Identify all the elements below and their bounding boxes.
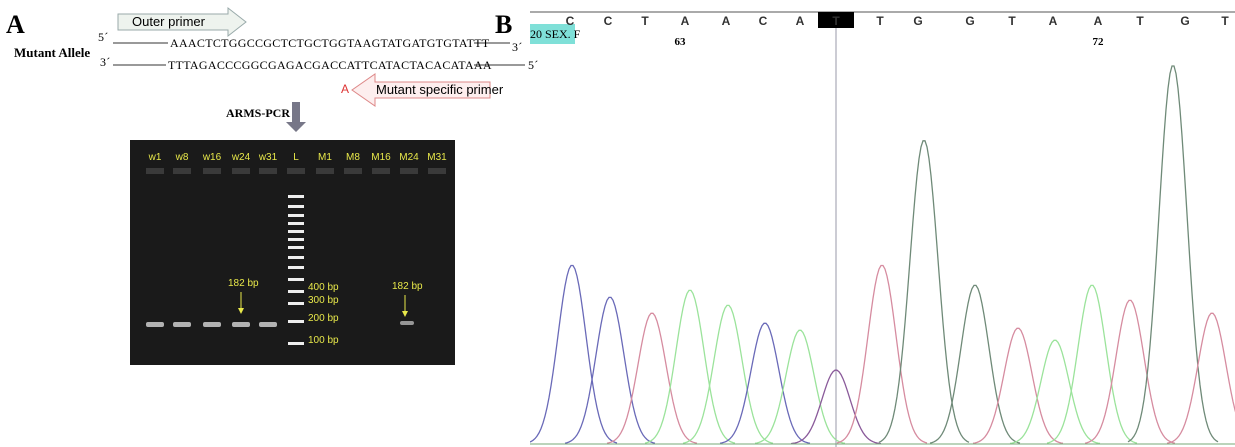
- base-call: T: [1136, 14, 1144, 28]
- band-label: 182 bp: [392, 281, 423, 292]
- base-call: T: [1008, 14, 1016, 28]
- trace-peak: [683, 305, 773, 443]
- lane-label: w8: [175, 152, 189, 163]
- base-call: C: [759, 14, 768, 28]
- base-call: G: [913, 14, 922, 28]
- trace-peak: [837, 266, 927, 444]
- position-label: 72: [1093, 36, 1105, 48]
- end-label: 5´: [98, 30, 109, 45]
- band: [203, 322, 221, 327]
- ladder-label: 100 bp: [308, 335, 339, 346]
- ladder-band: [288, 214, 304, 217]
- base-call: C: [604, 14, 613, 28]
- trace-peak: [1085, 300, 1175, 443]
- sample-label: 420 SEX. F: [530, 27, 581, 41]
- trace-peak: [1128, 66, 1218, 442]
- trace-peak: [1167, 313, 1235, 443]
- lane-label: w31: [258, 152, 278, 163]
- base-call: C: [566, 14, 575, 28]
- ladder-band: [288, 290, 304, 293]
- well: [400, 168, 418, 174]
- trace-peak: [973, 328, 1063, 443]
- ladder-band: [288, 302, 304, 305]
- trace-peak: [530, 266, 617, 444]
- ladder-band: [288, 246, 304, 249]
- well: [372, 168, 390, 174]
- allele-label: Mutant Allele: [14, 45, 90, 61]
- ladder-label: 300 bp: [308, 295, 339, 306]
- primer-label: Mutant specific primer: [376, 82, 503, 97]
- trace-peak: [645, 290, 735, 443]
- trace-peak: [565, 297, 655, 443]
- mutant-base: A: [341, 82, 349, 96]
- position-label: 63: [675, 36, 687, 48]
- figure: {"panel_a": {"label": "A", "outer_primer…: [0, 0, 1235, 447]
- ladder-band: [288, 342, 304, 345]
- band-label: 182 bp: [228, 278, 259, 289]
- band: [400, 321, 414, 325]
- trace-peak: [879, 141, 969, 443]
- ladder-band: [288, 266, 304, 269]
- ladder-band: [288, 320, 304, 323]
- well: [316, 168, 334, 174]
- lane-label: M16: [371, 152, 391, 163]
- well: [173, 168, 191, 174]
- well: [232, 168, 250, 174]
- base-call: A: [681, 14, 690, 28]
- ladder-band: [288, 230, 304, 233]
- chromatogram: 420 SEX. F 63 72 C C T A A C A T T G G T A A T G T: [530, 0, 1235, 447]
- ladder-label: 200 bp: [308, 313, 339, 324]
- primer-label: Outer primer: [132, 14, 205, 29]
- panel-label: B: [495, 10, 512, 40]
- sequence: TTTAGACCCGGCGAGACGACCATTCATACTACACATAAA: [168, 58, 492, 73]
- ladder-label: 400 bp: [308, 282, 339, 293]
- sequence: AAACTCTGGCCGCTCTGCTGGTAAGTATGATGTGTATTT: [170, 36, 489, 51]
- well: [146, 168, 164, 174]
- base-call: G: [1180, 14, 1189, 28]
- lane-label: w24: [231, 152, 251, 163]
- base-call: T: [641, 14, 649, 28]
- base-call: A: [722, 14, 731, 28]
- trace-peak: [1010, 340, 1100, 443]
- well: [344, 168, 362, 174]
- base-call: A: [1049, 14, 1058, 28]
- lane-label: M8: [346, 152, 360, 163]
- base-call: T: [832, 14, 840, 28]
- base-call: T: [1221, 14, 1229, 28]
- base-call: A: [796, 14, 805, 28]
- method-label: ARMS-PCR: [226, 106, 290, 121]
- end-label: 3´: [100, 55, 111, 70]
- lane-label: w1: [148, 152, 162, 163]
- ladder-band: [288, 222, 304, 225]
- base-call: A: [1094, 14, 1103, 28]
- base-call: G: [965, 14, 974, 28]
- lane-label: M31: [427, 152, 447, 163]
- ladder-band: [288, 238, 304, 241]
- lane-label: L: [293, 152, 299, 163]
- band: [259, 322, 277, 327]
- ladder-band: [288, 205, 304, 208]
- end-label: 3´: [512, 40, 523, 55]
- lane-label: M24: [399, 152, 419, 163]
- lane-label: M1: [318, 152, 332, 163]
- lane-label: w16: [202, 152, 222, 163]
- ladder-band: [288, 256, 304, 259]
- band: [173, 322, 191, 327]
- base-call: T: [876, 14, 884, 28]
- trace-peak: [720, 323, 810, 443]
- well: [287, 168, 305, 174]
- trace-peak: [1047, 285, 1137, 443]
- ladder-band: [288, 195, 304, 198]
- band: [146, 322, 164, 327]
- well: [428, 168, 446, 174]
- well: [259, 168, 277, 174]
- well: [203, 168, 221, 174]
- band: [232, 322, 250, 327]
- ladder-band: [288, 278, 304, 281]
- trace-peak: [755, 330, 845, 443]
